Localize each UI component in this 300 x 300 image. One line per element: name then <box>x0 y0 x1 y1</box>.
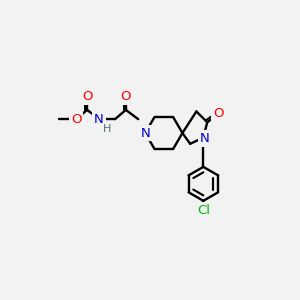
Text: N: N <box>200 132 210 145</box>
Text: O: O <box>121 90 131 103</box>
Text: N: N <box>94 113 104 126</box>
Text: O: O <box>82 90 92 103</box>
Text: N: N <box>140 127 150 140</box>
Text: O: O <box>71 113 82 126</box>
Text: H: H <box>103 124 112 134</box>
Text: Cl: Cl <box>197 204 210 217</box>
Text: O: O <box>213 107 223 120</box>
